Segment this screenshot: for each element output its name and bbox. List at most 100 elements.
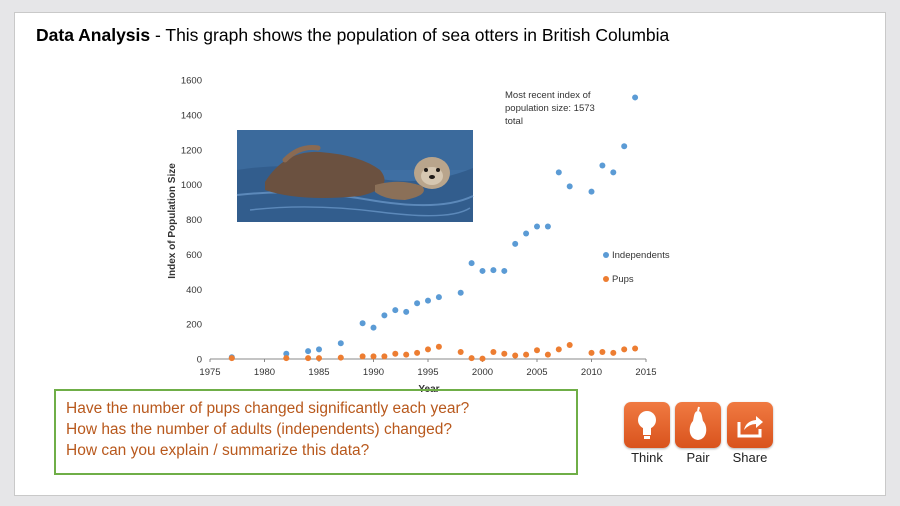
data-point-pups <box>414 349 421 356</box>
annotation-text: Most recent index of population size: 157… <box>505 90 595 127</box>
x-tick-label: 1985 <box>308 367 329 378</box>
data-point-pups <box>588 349 595 356</box>
data-point-pups <box>392 350 399 357</box>
chart-axes: 0 200 400 600 800 1000 1200 1400 1600 1975 1980 198… <box>181 76 657 379</box>
data-point-pups <box>534 347 540 354</box>
data-point-pups <box>566 342 573 349</box>
data-point-independents <box>621 143 628 150</box>
data-point-pups <box>425 346 431 353</box>
data-point-independents <box>610 169 617 176</box>
share-label: Share <box>732 450 768 465</box>
legend-label-independents: Independents <box>612 250 670 261</box>
pear-icon <box>689 406 707 440</box>
data-point-independents <box>403 308 410 315</box>
data-point-independents <box>544 223 551 230</box>
legend-marker-pups <box>603 276 609 282</box>
data-point-pups <box>479 355 486 362</box>
question-3: How can you explain / summarize this dat… <box>66 442 370 459</box>
y-tick-label: 200 <box>186 320 202 331</box>
data-point-independents <box>435 294 442 301</box>
data-point-pups <box>283 355 290 362</box>
data-point-independents <box>468 260 475 267</box>
discussion-questions-box: Have the number of pups changed signific… <box>54 389 578 475</box>
data-point-pups <box>621 346 628 353</box>
data-point-independents <box>523 230 530 237</box>
data-point-independents <box>381 312 388 319</box>
data-point-independents <box>305 348 312 355</box>
data-point-independents <box>359 320 366 327</box>
data-point-independents <box>512 240 519 247</box>
data-point-pups <box>316 355 322 362</box>
chart-marks <box>228 94 639 362</box>
x-tick-label: 2000 <box>472 367 493 378</box>
y-tick-label: 0 <box>197 355 202 366</box>
legend-marker-independents <box>603 252 609 258</box>
chart-legend: Independents Pups <box>603 250 670 285</box>
y-tick-label: 800 <box>186 215 202 226</box>
share-button[interactable]: Share <box>726 402 774 465</box>
data-point-independents <box>370 324 377 331</box>
y-tick-label: 1000 <box>181 180 202 191</box>
data-point-independents <box>501 267 508 274</box>
y-tick-label: 600 <box>186 250 202 261</box>
data-point-independents <box>414 300 421 307</box>
data-point-independents <box>337 340 344 347</box>
x-tick-label: 1990 <box>363 367 384 378</box>
data-point-pups <box>381 353 388 360</box>
data-point-independents <box>534 223 540 230</box>
title-rest: - This graph shows the population of sea… <box>150 25 670 45</box>
sea-otter-photo <box>236 130 474 222</box>
data-point-independents <box>479 267 486 274</box>
share-icon <box>737 416 763 438</box>
data-point-pups <box>359 353 366 360</box>
data-point-independents <box>316 346 322 353</box>
data-point-independents <box>632 94 639 101</box>
data-point-independents <box>555 169 562 176</box>
data-point-independents <box>283 350 290 357</box>
data-point-independents <box>588 188 595 195</box>
x-tick-label: 2005 <box>526 367 547 378</box>
data-point-pups <box>370 353 377 360</box>
data-point-independents <box>425 297 431 304</box>
data-point-independents <box>566 183 573 190</box>
y-tick-label: 400 <box>186 285 202 296</box>
data-point-pups <box>435 343 442 350</box>
data-point-pups <box>555 346 562 353</box>
pair-label: Pair <box>686 450 710 465</box>
data-point-pups <box>610 349 617 356</box>
think-label: Think <box>631 450 663 465</box>
data-point-independents <box>599 162 606 169</box>
data-point-pups <box>490 349 497 356</box>
data-point-pups <box>468 355 475 362</box>
data-point-independents <box>457 289 464 296</box>
data-point-pups <box>544 351 551 358</box>
data-point-pups <box>403 351 410 358</box>
data-point-independents <box>490 267 497 274</box>
legend-label-pups: Pups <box>612 274 634 285</box>
data-point-independents <box>392 307 399 314</box>
question-2: How has the number of adults (independen… <box>66 421 453 438</box>
data-point-pups <box>337 354 344 361</box>
y-axis-label: Index of Population Size <box>167 163 178 279</box>
data-point-pups <box>599 349 606 356</box>
y-tick-label: 1400 <box>181 110 202 121</box>
x-tick-label: 1975 <box>199 367 220 378</box>
slide-title: Data Analysis - This graph shows the pop… <box>36 25 669 46</box>
data-point-pups <box>632 345 639 352</box>
lightbulb-icon <box>638 411 656 439</box>
pair-button[interactable]: Pair <box>674 402 722 465</box>
y-tick-label: 1200 <box>181 145 202 156</box>
y-tick-label: 1600 <box>181 76 202 87</box>
data-point-pups <box>457 349 464 356</box>
question-1: Have the number of pups changed signific… <box>66 400 470 417</box>
x-tick-label: 1995 <box>417 367 438 378</box>
x-tick-label: 1980 <box>254 367 275 378</box>
data-point-pups <box>305 355 312 362</box>
think-button[interactable]: Think <box>623 402 671 465</box>
x-tick-label: 2015 <box>635 367 656 378</box>
data-point-pups <box>501 350 508 357</box>
data-point-pups <box>523 351 530 358</box>
x-tick-label: 2010 <box>581 367 602 378</box>
title-bold: Data Analysis <box>36 25 151 45</box>
